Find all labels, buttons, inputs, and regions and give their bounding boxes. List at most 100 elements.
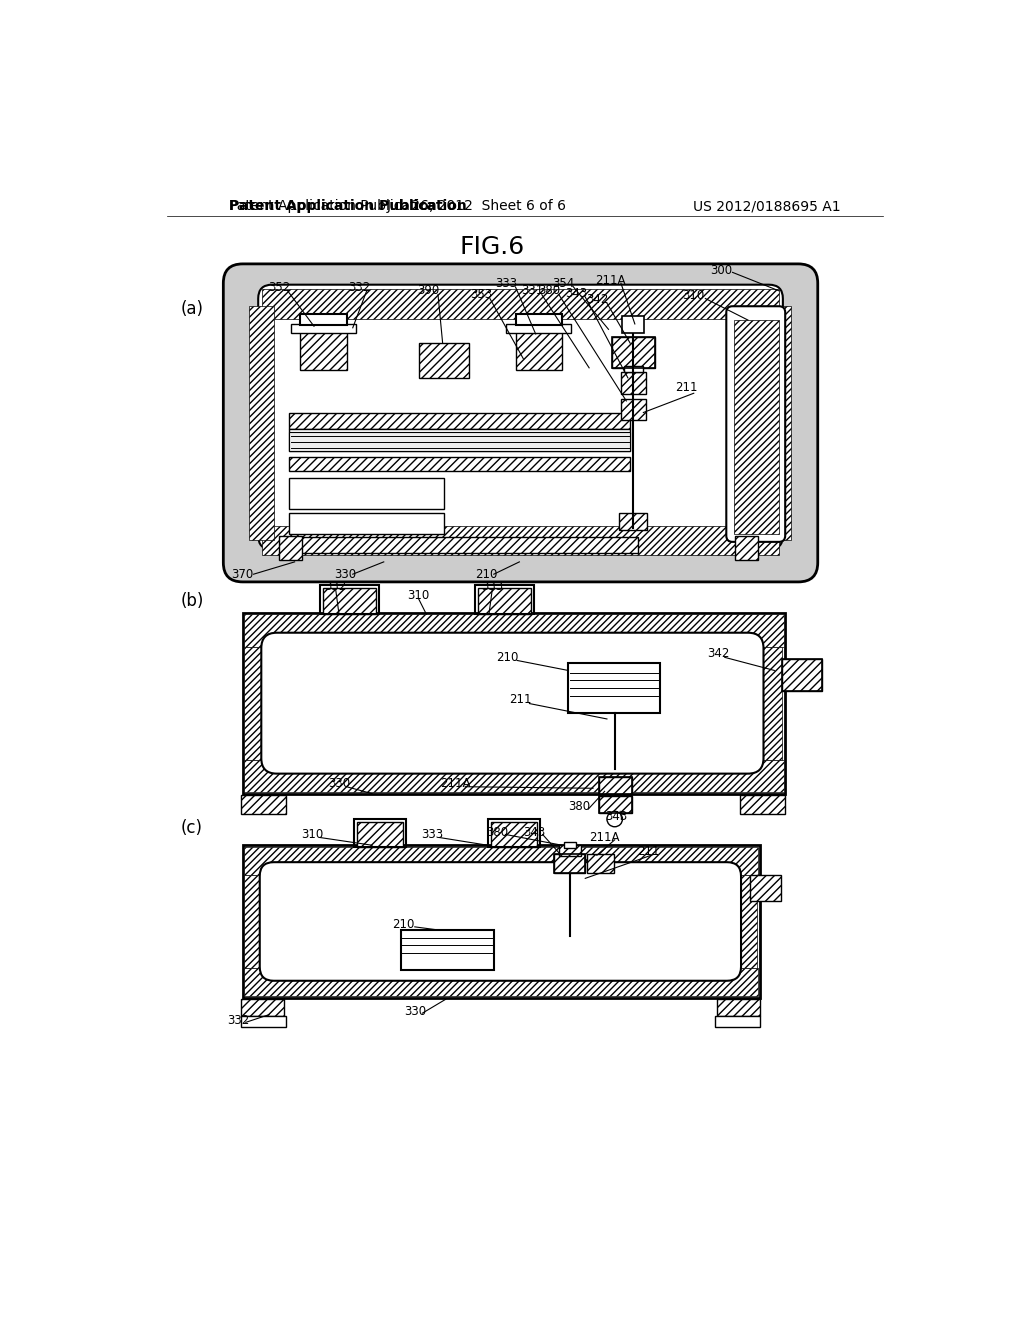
Bar (515, 331, 562, 370)
Bar (478, 589, 531, 614)
Bar (620, 512, 647, 529)
FancyBboxPatch shape (261, 632, 764, 774)
Bar (353, 818, 407, 847)
Bar (568, 663, 659, 713)
Bar (727, 875, 757, 969)
Bar (245, 647, 276, 760)
Text: 331: 331 (521, 284, 544, 297)
Text: 370: 370 (231, 568, 254, 581)
Bar (611, 337, 655, 368)
Text: 380: 380 (568, 800, 590, 813)
Text: 300: 300 (710, 264, 732, 277)
Text: 330: 330 (328, 777, 350, 791)
Text: 380: 380 (539, 284, 561, 297)
Text: 310: 310 (408, 589, 430, 602)
Text: 352: 352 (268, 281, 290, 294)
Text: 310: 310 (301, 828, 324, 841)
Text: Jul. 26, 2012  Sheet 6 of 6: Jul. 26, 2012 Sheet 6 of 6 (387, 199, 566, 213)
Bar (245, 760, 783, 792)
Bar (245, 614, 783, 647)
Bar (717, 999, 760, 1016)
Bar (623, 317, 644, 333)
Bar (740, 795, 785, 813)
Bar (324, 589, 376, 614)
Bar (245, 969, 758, 997)
Text: 211: 211 (675, 381, 697, 395)
Text: 211A: 211A (595, 273, 626, 286)
Circle shape (607, 812, 623, 826)
Text: 343: 343 (523, 825, 545, 838)
Text: 343: 343 (605, 810, 628, 824)
Bar (243, 845, 760, 998)
FancyBboxPatch shape (726, 306, 785, 543)
Text: Patent Application Publication: Patent Application Publication (228, 199, 467, 213)
Bar (289, 429, 630, 451)
Text: (a): (a) (180, 300, 204, 318)
Text: (b): (b) (180, 593, 204, 610)
Text: 333: 333 (496, 277, 517, 289)
Bar (245, 847, 758, 875)
Text: 332: 332 (325, 579, 347, 593)
Bar (280, 536, 302, 561)
Bar (289, 478, 444, 508)
Bar (289, 412, 630, 429)
Text: 210: 210 (497, 651, 519, 664)
Bar (419, 343, 469, 378)
Bar (611, 337, 655, 368)
Bar (559, 845, 581, 857)
Text: 211A: 211A (590, 832, 620, 843)
Bar (782, 659, 822, 692)
Text: 342: 342 (586, 293, 608, 306)
Bar (735, 536, 758, 561)
Text: 330: 330 (403, 1005, 426, 1018)
Bar (262, 289, 779, 318)
FancyBboxPatch shape (223, 264, 818, 582)
Text: 211: 211 (638, 845, 660, 858)
Bar (554, 854, 586, 873)
Bar (624, 367, 643, 372)
Bar (289, 457, 630, 471)
Text: Patent Application Publication: Patent Application Publication (228, 199, 436, 213)
Text: 333: 333 (481, 579, 504, 593)
Text: 380: 380 (485, 825, 508, 838)
FancyBboxPatch shape (258, 285, 783, 549)
Bar (599, 796, 632, 813)
Text: (c): (c) (180, 820, 203, 837)
Text: 310: 310 (683, 289, 705, 302)
Bar (506, 323, 571, 333)
Text: 354: 354 (552, 277, 574, 289)
Text: 211: 211 (509, 693, 531, 706)
Text: US 2012/0188695 A1: US 2012/0188695 A1 (693, 199, 841, 213)
Bar (300, 314, 346, 325)
Bar (554, 854, 586, 873)
Bar (487, 818, 541, 847)
Bar (734, 321, 779, 535)
Bar (515, 314, 562, 325)
Bar (751, 875, 781, 902)
FancyBboxPatch shape (260, 862, 741, 981)
Bar (289, 432, 630, 451)
Bar (245, 875, 273, 969)
Bar (262, 525, 779, 554)
Text: 390: 390 (418, 284, 440, 297)
Text: 332: 332 (227, 1014, 249, 1027)
Text: 343: 343 (565, 286, 587, 300)
Bar (291, 323, 356, 333)
Bar (243, 612, 785, 793)
Bar (241, 1016, 286, 1027)
Bar (241, 999, 284, 1016)
Text: 342: 342 (708, 647, 730, 660)
Text: 210: 210 (475, 568, 498, 581)
Bar (782, 659, 822, 692)
Bar (587, 854, 614, 873)
Bar (400, 929, 494, 970)
Bar (300, 331, 346, 370)
Bar (241, 795, 286, 813)
Text: 333: 333 (421, 828, 442, 841)
Text: 210: 210 (392, 917, 415, 931)
Bar (766, 306, 791, 540)
Bar (289, 537, 638, 553)
Bar (621, 372, 646, 395)
Text: 353: 353 (470, 288, 493, 301)
Text: 332: 332 (348, 281, 370, 294)
